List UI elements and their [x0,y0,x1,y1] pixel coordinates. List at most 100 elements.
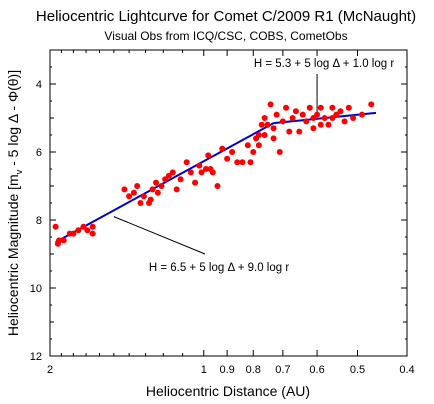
annotation-far-leader [113,216,206,255]
observation-point [149,186,156,193]
observation-point [368,101,375,108]
observation-point [267,101,274,108]
observation-point [137,200,144,206]
observation-point [173,186,180,193]
observation-point [273,111,280,118]
x-tick-label: 0.4 [399,364,414,376]
observation-point [283,104,290,111]
observation-point [264,121,271,128]
y-axis-label-main: Heliocentric Magnitude [m [5,174,21,336]
observation-point [198,169,205,176]
x-tick-label: 0.6 [309,364,324,376]
observation-point [70,230,77,237]
x-axis-label: Heliocentric Distance (AU) [146,383,310,399]
observation-point [130,189,137,196]
observation-point [209,169,216,176]
y-tick-label: 4 [36,79,42,91]
observation-point [126,193,133,200]
y-tick-label: 10 [30,283,42,295]
observation-point [317,121,324,128]
x-tick-label: 0.8 [246,364,261,376]
observation-point [279,118,286,125]
chart-subtitle: Visual Obs from ICQ/CSC, COBS, CometObs [104,29,347,43]
y-tick-label: 8 [36,215,42,227]
observation-point [341,118,348,125]
observation-point [276,149,283,155]
observation-points [52,101,375,247]
observation-point [187,169,194,176]
observation-point [224,155,231,162]
observation-point [286,128,293,135]
observation-point [192,179,199,186]
y-tick-label: 6 [36,147,42,159]
fit-lines [55,111,377,243]
x-tick-label: 0.7 [275,364,290,376]
axis-ticks: 2 1 0.9 0.8 0.7 0.6 0.5 0.4 4 6 8 10 12 [30,49,415,376]
observation-point [84,227,91,234]
observation-point [158,183,165,189]
observation-point [177,176,184,183]
observation-point [250,149,257,155]
plot-frame [49,49,408,357]
annotations: H = 5.3 + 5 log Δ + 1.0 log r H = 6.5 + 5… [113,58,395,274]
x-tick-label: 1 [201,364,207,376]
observation-point [310,125,317,132]
x-tick-label: 2 [47,364,53,376]
observation-point [239,159,246,166]
observation-point [358,111,365,118]
observation-point [169,169,176,176]
observation-point [255,132,262,138]
observation-point [56,237,63,244]
y-tick-label: 12 [30,351,42,363]
observation-point [261,115,268,121]
observation-point [147,196,154,203]
x-tick-label: 0.5 [350,364,365,376]
observation-point [325,121,332,128]
observation-point [121,186,128,193]
observation-point [292,108,299,115]
observation-point [52,223,59,230]
observation-point [289,115,296,121]
observation-point [337,108,344,115]
chart-title: Heliocentric Lightcurve for Comet C/2009… [36,8,416,25]
observation-point [202,166,209,172]
observation-point [314,111,321,118]
observation-point [270,125,277,132]
observation-point [134,183,141,189]
observation-point [255,142,262,149]
observation-point [219,145,226,152]
observation-point [258,121,265,128]
observation-point [306,104,313,111]
observation-point [345,104,352,111]
observation-point [317,104,324,111]
observation-point [299,111,306,118]
observation-point [350,115,357,121]
observation-point [270,135,277,142]
observation-point [321,115,328,121]
observation-point [205,152,212,159]
observation-point [140,193,147,200]
observation-point [261,132,268,138]
annotation-near-fit: H = 5.3 + 5 log Δ + 1.0 log r [254,58,395,70]
observation-point [89,223,96,230]
fit-far-line [55,122,275,243]
annotation-far-fit: H = 6.5 + 5 log Δ + 9.0 log r [149,262,290,274]
observation-point [247,159,254,166]
observation-point [214,183,221,189]
observation-point [296,128,303,135]
x-tick-label: 0.9 [219,364,234,376]
observation-point [329,104,336,111]
observation-point [333,111,340,118]
observation-point [244,142,251,149]
y-axis-label-subscript: v [14,169,24,174]
observation-point [165,172,172,179]
observation-point [329,115,336,121]
observation-point [60,237,67,244]
observation-point [153,179,160,186]
observation-point [234,159,241,166]
observation-point [89,230,96,237]
observation-point [229,149,236,155]
observation-point [154,189,161,196]
observation-point [196,162,203,169]
